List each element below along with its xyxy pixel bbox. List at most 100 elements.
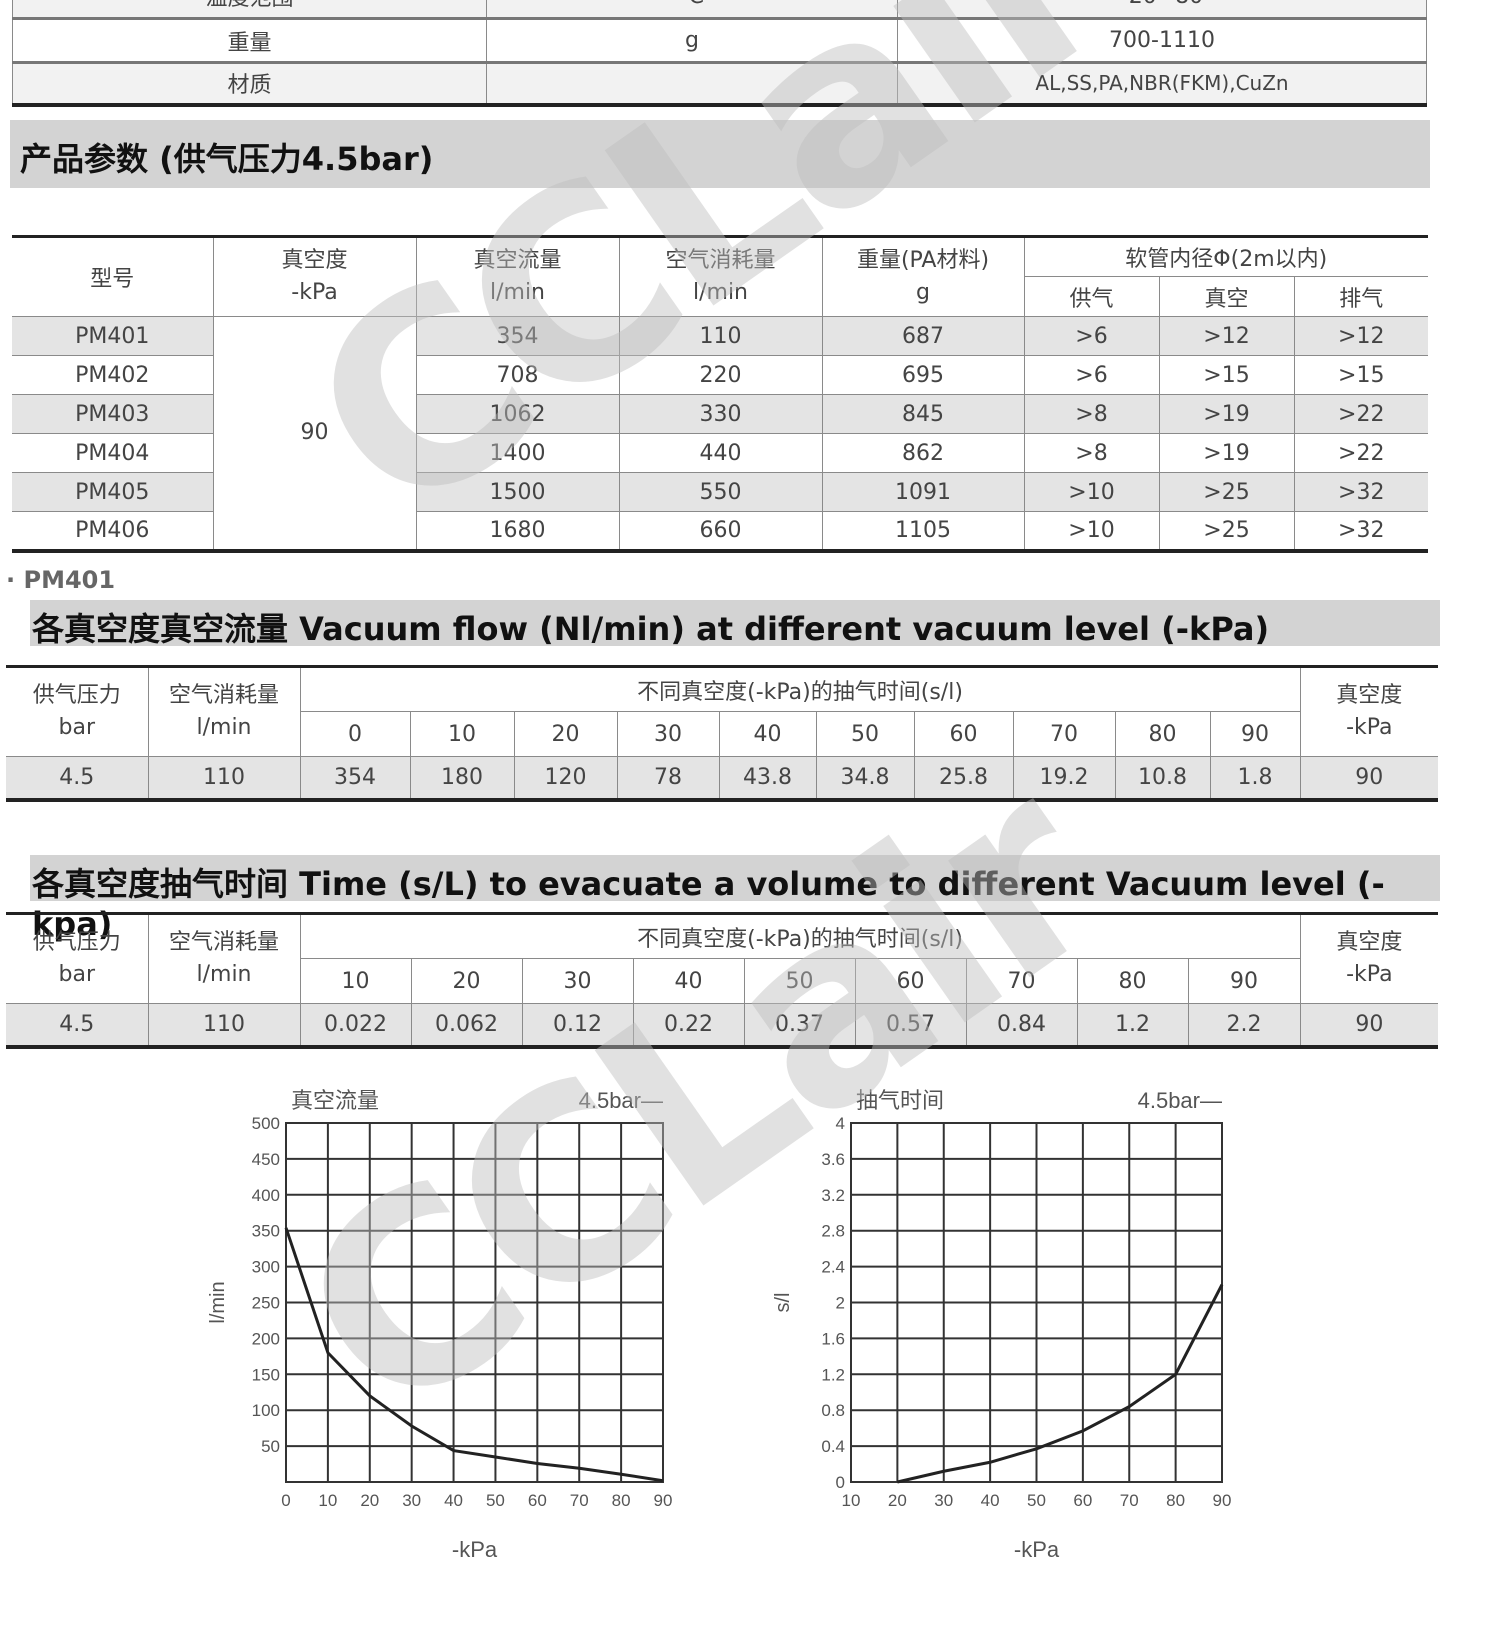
- y-tick-label: 3.6: [821, 1150, 845, 1169]
- cell-weight: 1091: [821, 472, 1025, 512]
- header-flow-unit: l/min: [489, 280, 545, 305]
- table-row: 4.5 110 354 180 120 78 43.8 34.8 25.8 19.2 10.8 1.8…: [6, 756, 1439, 802]
- cell-value: 78: [616, 756, 720, 802]
- level-row: 0 10 20 30 40 50 60 70 80 90: [6, 711, 1438, 757]
- y-tick-label: 1.2: [821, 1365, 845, 1384]
- level-header: 60: [854, 958, 967, 1004]
- level-header: 30: [521, 958, 634, 1004]
- cell-hose-supply: >6: [1023, 316, 1160, 356]
- y-tick-label: 100: [252, 1401, 280, 1420]
- x-tick-label: 50: [486, 1491, 505, 1510]
- cell-hose-exhaust: >32: [1293, 472, 1429, 512]
- product-params-title: 产品参数 (供气压力4.5bar): [20, 140, 434, 178]
- header-hose-exhaust: 排气: [1293, 276, 1429, 317]
- plot-frame: [850, 1122, 1223, 1483]
- header-vacuum-unit: -kPa: [291, 280, 338, 305]
- product-params-banner: 产品参数 (供气压力4.5bar): [10, 120, 1430, 188]
- cell-flow: 708: [415, 355, 620, 395]
- cell-hose-vacuum: >19: [1158, 433, 1295, 473]
- level-header: 80: [1114, 711, 1211, 757]
- cell-value: 1.2: [1076, 1003, 1189, 1049]
- y-tick-label: 150: [252, 1365, 280, 1384]
- cell-air: 660: [618, 511, 823, 553]
- x-tick-label: 40: [981, 1491, 1000, 1510]
- cell-value: 0.022: [299, 1003, 412, 1049]
- header-vacuum-unit: -kPa: [1346, 962, 1393, 987]
- header-row: 供气压力 bar 空气消耗量 l/min 不同真空度(-kPa)的抽气时间(s/l) 真空…: [6, 665, 1439, 757]
- x-tick-label: 10: [842, 1491, 861, 1510]
- spec-value: 700-1110: [897, 18, 1427, 64]
- y-tick-label: 250: [252, 1294, 280, 1313]
- cell-vacuum: 90: [212, 316, 417, 553]
- x-tick-label: 60: [528, 1491, 547, 1510]
- cell-flow: 1400: [415, 433, 620, 473]
- x-tick-label: 60: [1073, 1491, 1092, 1510]
- header-pressure: 供气压力 bar: [6, 912, 149, 1004]
- flow-banner: 各真空度真空流量 Vacuum flow (Nl/min) at differe…: [30, 600, 1440, 648]
- header-vacuum-label: 真空度: [281, 248, 348, 273]
- level-row: 10 20 30 40 50 60 70 80 90: [6, 958, 1438, 1004]
- header-hose: 软管内径Φ(2m以内): [1023, 235, 1429, 277]
- evacuation-time-chart: 10 20 30 40 50 60 70 80 90 0 0.4 0.8 1.2 1.6 2 2.4 2.8 3.…: [772, 1088, 1231, 1562]
- cell-value: 2.2: [1187, 1003, 1301, 1049]
- level-header: 90: [1187, 958, 1301, 1004]
- spec-item: 重量: [12, 18, 487, 64]
- header-air-label: 空气消耗量: [168, 683, 279, 708]
- level-header: 20: [410, 958, 523, 1004]
- cell-value: 0.22: [632, 1003, 745, 1049]
- model-label: · PM401: [6, 566, 116, 594]
- header-air-unit: l/min: [196, 715, 252, 740]
- chart-legend: 4.5bar—: [1138, 1088, 1222, 1113]
- cell-value: 10.8: [1114, 756, 1211, 802]
- spec-value: AL,SS,PA,NBR(FKM),CuZn: [897, 62, 1427, 107]
- x-tick-label: 70: [1120, 1491, 1139, 1510]
- x-tick-label: 50: [1027, 1491, 1046, 1510]
- y-tick-label: 2.4: [821, 1258, 845, 1277]
- x-tick-label: 20: [888, 1491, 907, 1510]
- x-tick-label: 80: [612, 1491, 631, 1510]
- x-tick-label: 70: [570, 1491, 589, 1510]
- y-tick-label: 350: [252, 1222, 280, 1241]
- cell-hose-supply: >10: [1023, 511, 1160, 553]
- cell-flow: 1680: [415, 511, 620, 553]
- header-air-label: 空气消耗量: [168, 930, 279, 955]
- cell-air: 110: [147, 756, 301, 802]
- y-tick-label: 200: [252, 1329, 280, 1348]
- table-row: PM406 1680 660 1105 >10 >25 >32: [12, 511, 1429, 553]
- y-axis-label: l/min: [207, 1281, 229, 1323]
- table-row: PM402 708 220 695 >6 >15 >15: [12, 355, 1429, 395]
- header-air-label: 空气消耗量: [665, 248, 776, 273]
- cell-model: PM402: [12, 355, 214, 395]
- cell-flow: 1062: [415, 394, 620, 434]
- spec-table: 温度范围 ℃ -20~80 重量 g 700-1110 材质 AL,SS,PA,…: [12, 0, 1427, 107]
- cell-air: 220: [618, 355, 823, 395]
- header-air: 空气消耗量 l/min: [147, 665, 301, 757]
- chart-title: 抽气时间: [856, 1088, 944, 1113]
- cell-flow: 1500: [415, 472, 620, 512]
- plot-frame: [285, 1122, 664, 1483]
- header-model: 型号: [12, 235, 214, 317]
- y-axis-label: s/l: [772, 1293, 794, 1313]
- level-header: 0: [299, 711, 411, 757]
- level-header: 10: [299, 958, 412, 1004]
- cell-value: 0.57: [854, 1003, 967, 1049]
- x-tick-label: 30: [402, 1491, 421, 1510]
- y-tick-label: 3.2: [821, 1186, 845, 1205]
- level-header: 70: [965, 958, 1078, 1004]
- cell-air: 330: [618, 394, 823, 434]
- y-tick-label: 0: [836, 1473, 845, 1492]
- y-tick-label: 4: [836, 1114, 845, 1133]
- cell-weight: 695: [821, 355, 1025, 395]
- header-hose-vacuum: 真空: [1158, 276, 1295, 317]
- spec-row: 材质 AL,SS,PA,NBR(FKM),CuZn: [12, 62, 1427, 107]
- x-tick-label: 80: [1166, 1491, 1185, 1510]
- cell-hose-vacuum: >12: [1158, 316, 1295, 356]
- header-vacuum: 真空度 -kPa: [212, 235, 417, 317]
- chart-legend: 4.5bar—: [579, 1088, 663, 1113]
- table-row: PM401 90 354 110 687 >6 >12 >12: [12, 316, 1429, 553]
- cell-model: PM404: [12, 433, 214, 473]
- x-tick-label: 30: [934, 1491, 953, 1510]
- cell-hose-vacuum: >19: [1158, 394, 1295, 434]
- cell-value: 19.2: [1012, 756, 1116, 802]
- cell-value: 25.8: [913, 756, 1014, 802]
